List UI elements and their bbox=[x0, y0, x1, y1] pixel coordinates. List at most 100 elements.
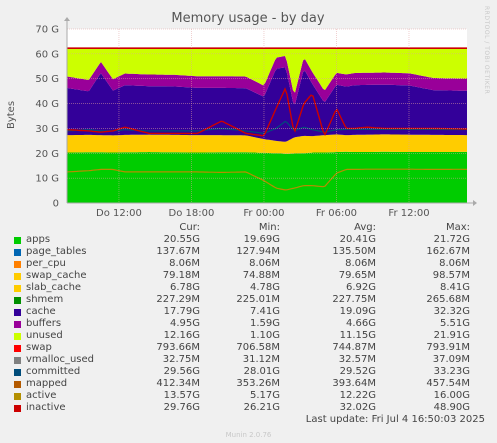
legend-value-cur: 79.18M bbox=[162, 270, 200, 281]
legend-series-name: apps bbox=[26, 234, 51, 245]
legend-value-cur: 412.34M bbox=[156, 378, 200, 389]
legend-value-avg: 8.06M bbox=[345, 258, 376, 269]
y-tick-label: 60 G bbox=[35, 49, 59, 60]
legend-value-min: 31.12M bbox=[242, 354, 280, 365]
y-tick-label: 70 G bbox=[35, 25, 59, 36]
x-tick-label: Fr 06:00 bbox=[316, 208, 357, 219]
legend-swatch bbox=[14, 285, 21, 292]
line-committed bbox=[66, 120, 467, 134]
legend-value-avg: 227.75M bbox=[332, 294, 376, 305]
legend-value-avg: 29.52G bbox=[339, 366, 376, 377]
legend-value-min: 1.10G bbox=[249, 330, 280, 341]
legend-value-max: 8.06M bbox=[439, 258, 470, 269]
legend-series-name: page_tables bbox=[26, 246, 87, 257]
legend-swatch bbox=[14, 369, 21, 376]
legend-row-page-tables: page_tables 137.67M 127.94M 135.50M 162.67M bbox=[0, 246, 497, 258]
legend-series-name: slab_cache bbox=[26, 282, 82, 293]
legend-series-name: cache bbox=[26, 306, 56, 317]
legend-value-max: 98.57M bbox=[432, 270, 470, 281]
x-axis-arrow bbox=[473, 200, 477, 206]
legend-value-min: 19.69G bbox=[243, 234, 280, 245]
legend-swatch bbox=[14, 357, 21, 364]
legend-row-apps: apps 20.55G 19.69G 20.41G 21.72G bbox=[0, 234, 497, 246]
last-update: Last update: Fri Jul 4 16:50:03 2025 bbox=[305, 414, 485, 425]
legend-swatch bbox=[14, 237, 21, 244]
legend-value-avg: 19.09G bbox=[339, 306, 376, 317]
x-tick-label: Fr 12:00 bbox=[388, 208, 429, 219]
legend-value-max: 793.91M bbox=[426, 342, 470, 353]
legend-value-max: 8.41G bbox=[439, 282, 470, 293]
legend-value-min: 74.88M bbox=[242, 270, 280, 281]
legend-value-min: 4.78G bbox=[249, 282, 280, 293]
line-active bbox=[66, 168, 467, 191]
grid-lines bbox=[67, 28, 467, 204]
legend-value-cur: 12.16G bbox=[163, 330, 200, 341]
legend-swatch bbox=[14, 321, 21, 328]
legend-value-cur: 17.79G bbox=[163, 306, 200, 317]
legend-row-shmem: shmem 227.29M 225.01M 227.75M 265.68M bbox=[0, 294, 497, 306]
axes: 0 10 G 20 G 30 G 40 G 50 G 60 G 70 G Do 12:00 Do … bbox=[35, 17, 477, 219]
legend-series-name: inactive bbox=[26, 402, 66, 413]
legend-value-avg: 4.66G bbox=[345, 318, 376, 329]
legend-value-max: 33.23G bbox=[433, 366, 470, 377]
legend-value-cur: 8.06M bbox=[169, 258, 200, 269]
legend-value-avg: 79.65M bbox=[338, 270, 376, 281]
legend-header-avg: Avg: bbox=[354, 222, 376, 233]
legend-value-max: 16.00G bbox=[433, 390, 470, 401]
legend-row-swap: swap 793.66M 706.58M 744.87M 793.91M bbox=[0, 342, 497, 354]
legend-swatch bbox=[14, 261, 21, 268]
legend-value-avg: 20.41G bbox=[339, 234, 376, 245]
legend-swatch bbox=[14, 381, 21, 388]
legend-series-name: swap_cache bbox=[26, 270, 87, 281]
area-slab-cache bbox=[67, 134, 467, 154]
legend-value-max: 48.90G bbox=[433, 402, 470, 413]
legend-value-avg: 12.22G bbox=[339, 390, 376, 401]
y-tick-label: 30 G bbox=[35, 124, 59, 135]
legend-value-max: 162.67M bbox=[426, 246, 470, 257]
legend-header-cur: Cur: bbox=[179, 222, 200, 233]
legend-swatch bbox=[14, 405, 21, 412]
legend-value-min: 706.58M bbox=[236, 342, 280, 353]
memory-usage-chart: Memory usage - by day Bytes 0 10 G 20 G 30 … bbox=[6, 11, 477, 219]
area-buffers bbox=[67, 56, 467, 105]
legend-series-name: mapped bbox=[26, 378, 68, 389]
legend-value-min: 26.21G bbox=[243, 402, 280, 413]
legend-value-cur: 29.76G bbox=[163, 402, 200, 413]
y-axis-label: Bytes bbox=[6, 101, 17, 129]
plot-area bbox=[66, 29, 467, 203]
legend-row-committed: committed 29.56G 28.01G 29.52G 33.23G bbox=[0, 366, 497, 378]
legend-swatch bbox=[14, 393, 21, 400]
legend-row-unused: unused 12.16G 1.10G 11.15G 21.91G bbox=[0, 330, 497, 342]
legend-row-buffers: buffers 4.95G 1.59G 4.66G 5.51G bbox=[0, 318, 497, 330]
legend-value-max: 21.91G bbox=[433, 330, 470, 341]
legend-series-name: vmalloc_used bbox=[26, 354, 95, 365]
legend-value-max: 265.68M bbox=[426, 294, 470, 305]
legend-series-name: buffers bbox=[26, 318, 62, 329]
legend-value-max: 32.32G bbox=[433, 306, 470, 317]
x-tick-label: Do 18:00 bbox=[169, 208, 215, 219]
legend-swatch bbox=[14, 249, 21, 256]
legend-row-vmalloc-used: vmalloc_used 32.75M 31.12M 32.57M 37.09M bbox=[0, 354, 497, 366]
legend-swatch bbox=[14, 273, 21, 280]
legend-value-cur: 13.57G bbox=[163, 390, 200, 401]
legend-value-cur: 6.78G bbox=[169, 282, 200, 293]
munin-version: Munin 2.0.76 bbox=[225, 431, 272, 439]
legend-series-name: shmem bbox=[26, 294, 64, 305]
legend-value-max: 21.72G bbox=[433, 234, 470, 245]
y-tick-label: 0 bbox=[53, 199, 59, 210]
legend-value-min: 127.94M bbox=[236, 246, 280, 257]
legend-value-min: 1.59G bbox=[249, 318, 280, 329]
legend-value-cur: 32.75M bbox=[162, 354, 200, 365]
legend-value-avg: 11.15G bbox=[339, 330, 376, 341]
legend-value-avg: 135.50M bbox=[332, 246, 376, 257]
legend-value-cur: 20.55G bbox=[163, 234, 200, 245]
legend-value-max: 457.54M bbox=[426, 378, 470, 389]
x-tick-label: Fr 00:00 bbox=[243, 208, 284, 219]
legend-value-min: 5.17G bbox=[249, 390, 280, 401]
legend-value-cur: 4.95G bbox=[169, 318, 200, 329]
legend-value-avg: 393.64M bbox=[332, 378, 376, 389]
legend-series-name: committed bbox=[26, 366, 81, 377]
legend-series-name: swap bbox=[26, 342, 52, 353]
legend-value-min: 353.26M bbox=[236, 378, 280, 389]
legend-value-min: 225.01M bbox=[236, 294, 280, 305]
